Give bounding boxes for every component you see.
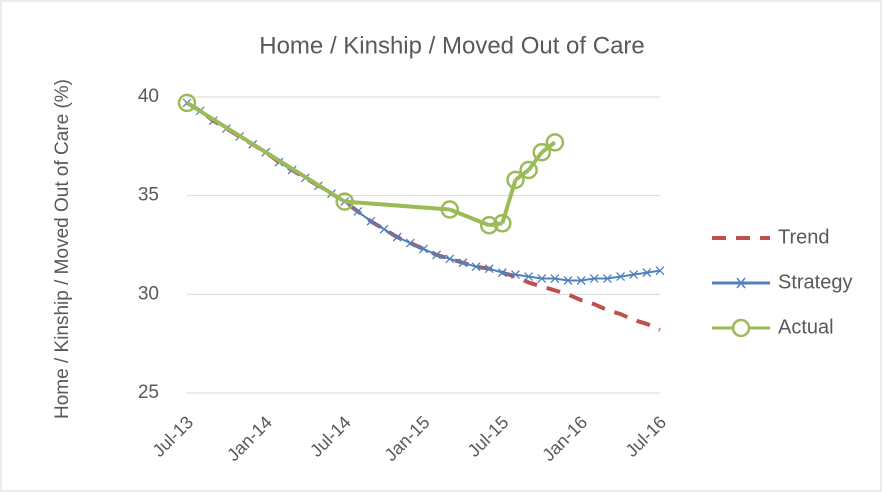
marker-x — [366, 216, 376, 226]
marker-circle — [335, 192, 354, 211]
marker-circle — [440, 200, 460, 219]
marker-x — [655, 266, 665, 276]
y-tick-label: 40 — [138, 86, 159, 107]
marker-x — [642, 268, 652, 278]
marker-x — [576, 276, 586, 285]
marker-x — [379, 224, 389, 234]
marker-x — [550, 274, 560, 284]
marker-circle — [506, 170, 525, 190]
marker-x — [458, 258, 468, 268]
marker-circle — [177, 93, 197, 113]
marker-x — [524, 272, 534, 282]
marker-x — [445, 254, 455, 264]
marker-x — [602, 274, 612, 284]
series-segment — [344, 199, 450, 212]
marker-circle — [493, 214, 512, 233]
y-tick-label: 25 — [138, 382, 159, 403]
y-tick-label: 30 — [138, 283, 159, 304]
marker-x — [537, 274, 547, 284]
marker-x — [616, 272, 626, 282]
marker-x — [471, 262, 481, 272]
marker-x — [484, 264, 494, 274]
y-tick-label: 35 — [138, 185, 159, 206]
series-segment — [488, 221, 503, 228]
marker-x — [392, 232, 402, 242]
marker-x — [353, 206, 363, 216]
marker-circle — [519, 160, 538, 180]
series-line — [185, 101, 661, 332]
marker-circle — [545, 133, 565, 152]
marker-x — [405, 238, 415, 248]
series-segment — [527, 151, 544, 172]
marker-x — [419, 244, 428, 254]
chart-title: Home / Kinship / Moved Out of Care — [259, 32, 645, 59]
marker-x — [563, 276, 573, 285]
marker-x — [497, 268, 507, 278]
marker-x — [432, 250, 442, 260]
legend-marker — [736, 277, 746, 289]
marker-x — [629, 270, 639, 280]
legend-marker — [731, 318, 751, 338]
marker-circle — [532, 143, 551, 162]
y-axis-label: Home / Kinship / Moved Out of Care (%) — [52, 78, 73, 419]
marker-circle — [479, 216, 499, 235]
legend-label: Strategy — [778, 271, 852, 293]
legend-label: Actual — [778, 316, 834, 338]
marker-x — [511, 270, 520, 280]
legend-label: Trend — [778, 226, 830, 248]
marker-x — [589, 274, 599, 284]
series-segment — [185, 101, 346, 204]
